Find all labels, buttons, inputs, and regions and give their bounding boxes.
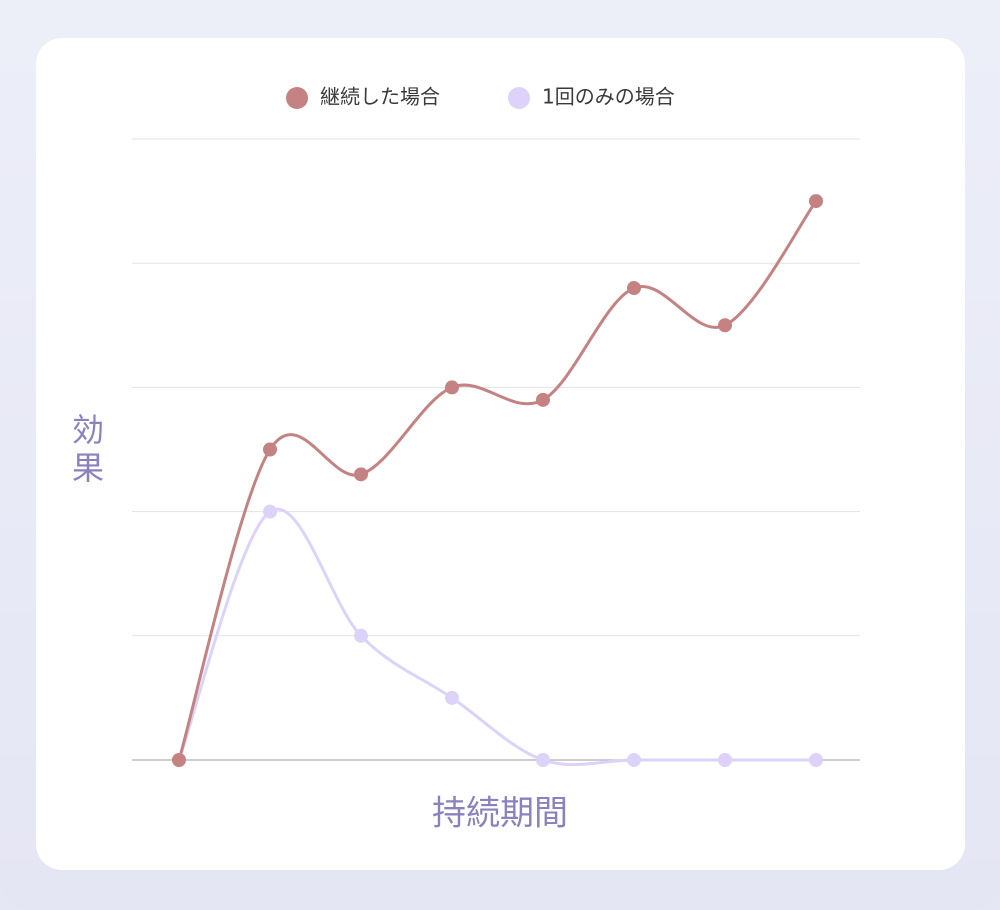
data-point (536, 392, 550, 407)
y-axis-label-char-2: 果 (72, 449, 104, 487)
legend-label: 1回のみの場合 (542, 85, 675, 109)
data-point (445, 380, 459, 395)
data-point (627, 281, 641, 296)
data-point (809, 753, 823, 767)
data-point (718, 753, 732, 767)
data-point (354, 467, 368, 482)
series-points (172, 194, 823, 767)
y-axis-label-char-1: 効 (72, 411, 104, 449)
legend-label: 継続した場合 (320, 85, 440, 109)
legend-marker (508, 87, 530, 109)
data-point (627, 753, 641, 767)
data-point (263, 442, 277, 457)
data-point (172, 753, 186, 767)
data-point (536, 753, 550, 767)
series-line-1 (177, 507, 818, 767)
data-point (354, 628, 368, 643)
chart-card (36, 38, 965, 870)
data-point (263, 504, 277, 519)
legend: 継続した場合 1回のみの場合 (286, 85, 675, 109)
data-point (718, 318, 732, 333)
data-point (445, 690, 459, 705)
data-point (809, 194, 823, 209)
legend-marker (286, 87, 308, 109)
series-lines (177, 199, 818, 767)
gridlines (132, 138, 860, 761)
x-axis-label: 持続期間 (432, 794, 568, 834)
series-line-0 (177, 199, 818, 762)
